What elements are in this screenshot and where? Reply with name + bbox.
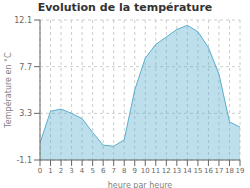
svg-text:19: 19 [236, 167, 242, 175]
svg-text:3: 3 [69, 167, 73, 175]
svg-text:12.1: 12.1 [14, 16, 32, 25]
svg-text:2: 2 [59, 167, 63, 175]
svg-text:7: 7 [111, 167, 115, 175]
svg-text:16: 16 [204, 167, 213, 175]
svg-text:Température en °C: Température en °C [8, 52, 13, 129]
svg-text:18: 18 [225, 167, 234, 175]
svg-text:7.7: 7.7 [19, 63, 32, 72]
svg-text:12: 12 [162, 167, 171, 175]
svg-text:6: 6 [101, 167, 106, 175]
svg-text:1: 1 [48, 167, 52, 175]
svg-text:-1.1: -1.1 [16, 156, 32, 165]
svg-text:14: 14 [183, 167, 192, 175]
svg-text:4: 4 [80, 167, 85, 175]
svg-text:15: 15 [193, 167, 202, 175]
html-text:Evolution de la température: Evolution de la température [37, 1, 213, 14]
svg-text:11: 11 [151, 167, 160, 175]
svg-text:heure par heure: heure par heure [108, 181, 173, 188]
svg-text:0: 0 [38, 167, 42, 175]
svg-text:9: 9 [133, 167, 137, 175]
svg-text:8: 8 [122, 167, 126, 175]
svg-text:17: 17 [214, 167, 223, 175]
svg-text:13: 13 [172, 167, 181, 175]
svg-text:5: 5 [90, 167, 94, 175]
svg-text:10: 10 [141, 167, 150, 175]
svg-text:3.3: 3.3 [19, 109, 32, 118]
